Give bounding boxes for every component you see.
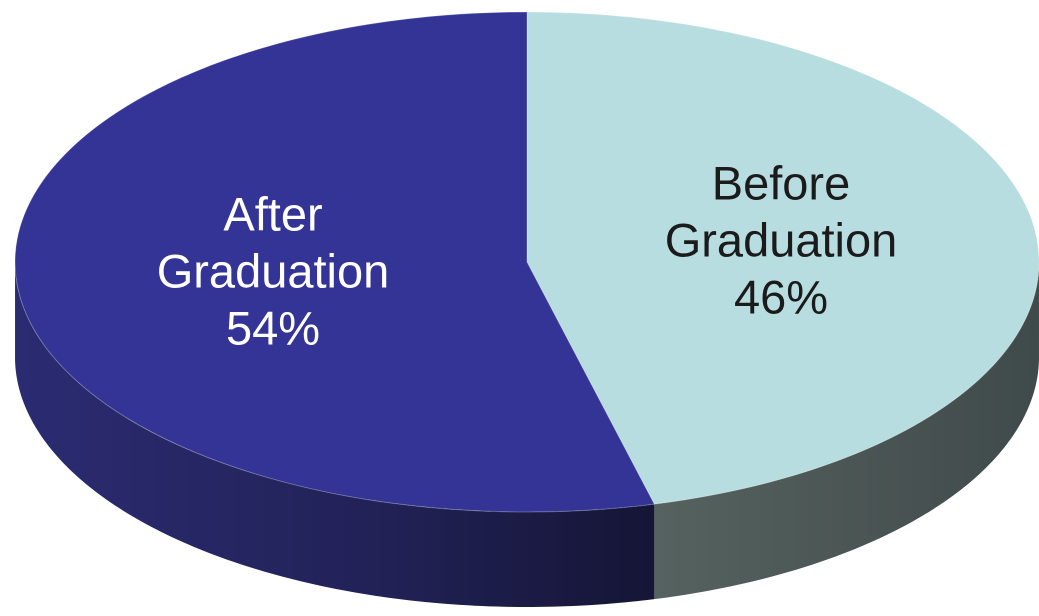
pie-side-walls — [15, 263, 1039, 607]
slice-label-line: 54% — [226, 302, 320, 355]
slice-label-line: 46% — [734, 270, 828, 323]
pie-top-faces — [14, 11, 1039, 513]
slice-label-line: Graduation — [157, 245, 390, 298]
pie-side-after-graduation — [15, 265, 655, 607]
pie-slice-after-graduation[interactable] — [14, 11, 656, 513]
slice-label-before-graduation: Before Graduation 46% — [665, 156, 898, 323]
slice-label-line: After — [223, 188, 322, 241]
pie-labels: Before Graduation 46%After Graduation 54% — [157, 156, 898, 354]
slice-label-line: Before — [712, 156, 850, 209]
pie-slice-before-graduation[interactable] — [526, 11, 1039, 505]
slice-label-line: Graduation — [665, 213, 898, 266]
pie-side-before-graduation — [654, 263, 1039, 600]
slice-label-after-graduation: After Graduation 54% — [157, 188, 390, 355]
